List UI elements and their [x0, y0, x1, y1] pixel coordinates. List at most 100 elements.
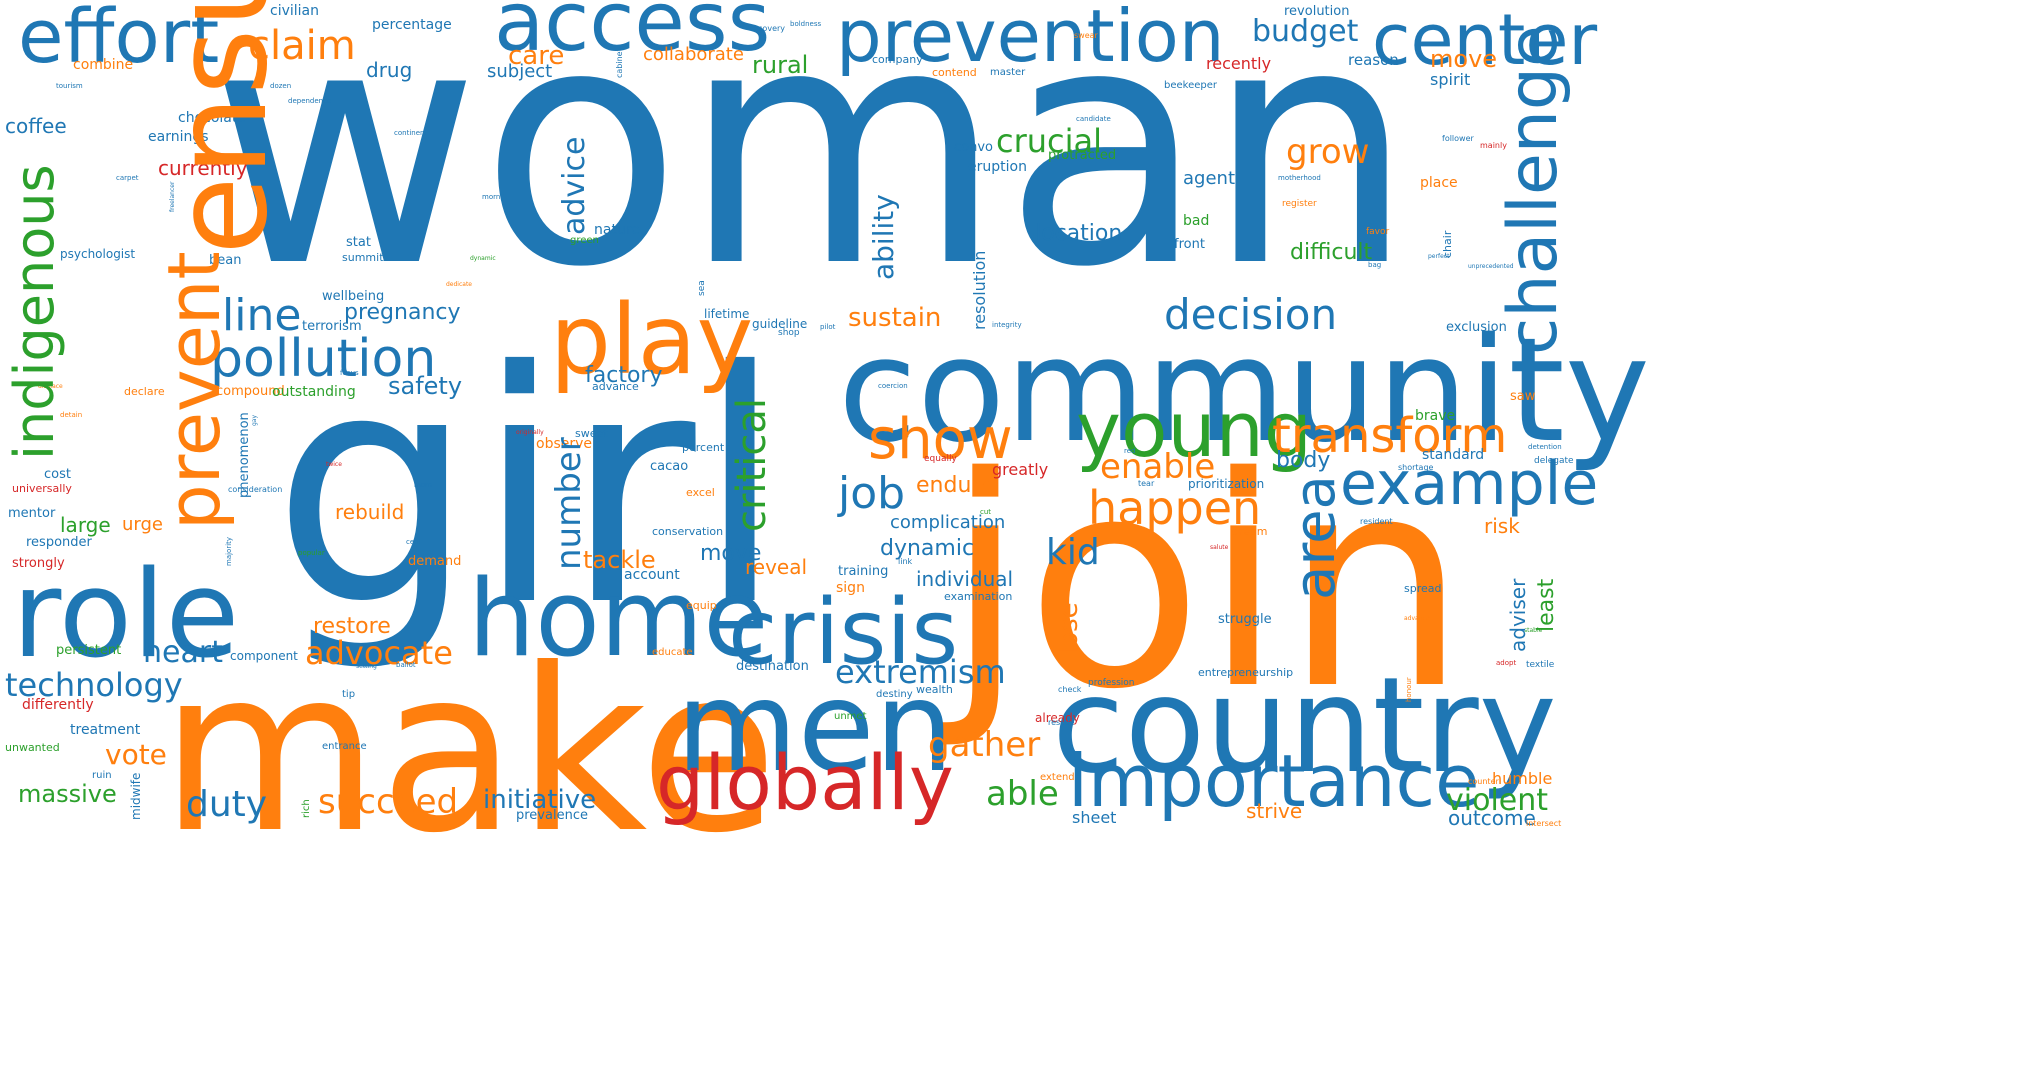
- word-claim: claim: [248, 23, 356, 69]
- word-observe: observe: [536, 436, 593, 452]
- word-young: young: [1076, 385, 1313, 474]
- word-join: join: [945, 416, 1468, 753]
- word-complication: complication: [890, 512, 1006, 533]
- word-dozen: dozen: [270, 82, 292, 90]
- word-unprecedented: unprecedented: [1468, 263, 1514, 270]
- word-red: red: [1124, 447, 1136, 455]
- word-succeed: succeed: [318, 782, 459, 822]
- word-community: community: [838, 306, 1651, 474]
- word-country: country: [1052, 649, 1557, 803]
- word-sea: sea: [697, 280, 707, 296]
- word-large: large: [60, 513, 111, 537]
- word-nature: nature: [594, 222, 640, 238]
- word-cabinet: cabinet: [615, 48, 624, 78]
- word-vote: vote: [105, 738, 167, 771]
- word-register: register: [1282, 199, 1317, 209]
- word-popular: popular: [298, 549, 325, 557]
- word-stable: stable: [1524, 627, 1543, 634]
- word-sign: sign: [836, 580, 865, 596]
- word-line: line: [222, 290, 302, 341]
- word-chair: chair: [1441, 230, 1454, 258]
- word-globally: globally: [656, 738, 954, 827]
- word-front: front: [1174, 237, 1205, 252]
- word-compound: compound: [216, 384, 285, 399]
- word-civilian: civilian: [270, 3, 319, 19]
- word-reason: reason: [1348, 51, 1399, 69]
- word-mentor: mentor: [8, 506, 56, 521]
- word-prevent: prevent: [152, 251, 236, 530]
- word-ensure: ensure: [147, 0, 296, 255]
- word-restore: restore: [313, 614, 391, 639]
- word-beekeeper: beekeeper: [1164, 80, 1218, 91]
- word-resident: resident: [1360, 517, 1393, 526]
- word-master: master: [990, 67, 1026, 78]
- word-number: number: [549, 437, 589, 570]
- word-unwanted: unwanted: [5, 741, 60, 754]
- word-destiny: destiny: [876, 689, 913, 700]
- word-crisis: crisis: [728, 580, 959, 685]
- word-adviser: adviser: [1506, 578, 1530, 652]
- word-able: able: [986, 774, 1059, 814]
- word-prevention: prevention: [836, 0, 1225, 78]
- word-educate: educate: [652, 647, 693, 658]
- word-sheet: sheet: [1072, 808, 1117, 827]
- word-wealth: wealth: [916, 683, 953, 696]
- word-outcome: outcome: [1448, 806, 1536, 830]
- word-psychologist: psychologist: [60, 247, 136, 261]
- word-motherhood: motherhood: [1278, 174, 1321, 182]
- word-cut: cut: [980, 508, 992, 516]
- word-extend: extend: [1040, 772, 1075, 783]
- word-men: men: [676, 655, 954, 800]
- word-revolution: revolution: [1284, 4, 1350, 19]
- word-dependence: dependence: [288, 97, 332, 105]
- word-access: access: [494, 0, 771, 70]
- word-continent: continent: [394, 129, 428, 137]
- word-account: account: [624, 567, 680, 583]
- word-advance: advance: [592, 380, 639, 393]
- word-entrance: entrance: [322, 741, 367, 752]
- word-ballot: ballot: [396, 661, 416, 669]
- word-endure: endure: [916, 473, 994, 498]
- word-check: check: [1058, 685, 1082, 694]
- word-excel: excel: [686, 486, 715, 499]
- word-move-2: move: [700, 541, 762, 566]
- word-integrity: integrity: [992, 321, 1022, 329]
- word-agent: agent: [1183, 168, 1235, 189]
- word-subject: subject: [487, 61, 553, 82]
- word-destination: destination: [736, 659, 809, 674]
- word-decision: decision: [1164, 290, 1338, 339]
- word-declare: declare: [124, 385, 165, 398]
- word-tourism: tourism: [56, 82, 83, 90]
- word-already: already: [1035, 711, 1080, 725]
- word-cacao: cacao: [650, 459, 689, 474]
- word-detention: detention: [1528, 443, 1562, 451]
- word-indigenous: indigenous: [3, 164, 66, 460]
- word-happen: happen: [1088, 481, 1262, 535]
- word-setting: setting: [356, 663, 377, 670]
- word-prioritization: prioritization: [1188, 477, 1265, 491]
- word-mainly: mainly: [1480, 141, 1507, 150]
- word-midwife: midwife: [129, 772, 143, 820]
- word-strive: strive: [1246, 799, 1303, 823]
- word-strongly: strongly: [12, 556, 65, 571]
- word-dream: dream: [1232, 525, 1268, 538]
- word-risk: risk: [1484, 514, 1520, 538]
- word-pregnancy: pregnancy: [344, 300, 461, 325]
- word-center: center: [1372, 0, 1598, 81]
- word-coercion: coercion: [878, 382, 908, 390]
- word-saw: saw: [1510, 389, 1536, 404]
- word-shop: shop: [778, 328, 800, 338]
- word-conservation: conservation: [652, 525, 724, 538]
- word-ruin: ruin: [92, 770, 112, 781]
- word-persistent: persistent: [56, 643, 122, 658]
- word-sweet: sweet: [575, 427, 608, 440]
- word-challenge: challenge: [1494, 25, 1573, 355]
- word-currently: currently: [158, 156, 248, 180]
- word-location: location: [1035, 221, 1123, 246]
- word-favor: favor: [1366, 227, 1390, 237]
- word-intersect: intersect: [1526, 819, 1562, 828]
- word-percent: percent: [682, 441, 725, 454]
- word-eruption: eruption: [968, 159, 1027, 175]
- word-resolution: resolution: [970, 250, 989, 330]
